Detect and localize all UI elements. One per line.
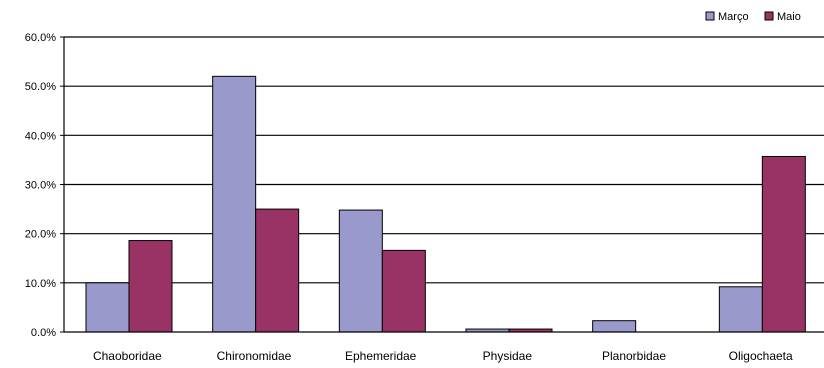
x-tick-label: Ephemeridae: [345, 349, 417, 363]
x-tick-label: Chaoboridae: [93, 349, 162, 363]
y-tick-label: 50.0%: [25, 81, 56, 93]
legend: Março Maio: [705, 11, 801, 23]
axes: [63, 37, 824, 333]
bar-mar-o-ephemeridae: [338, 209, 383, 333]
legend-label: Maio: [777, 11, 801, 23]
legend-swatch: [705, 11, 715, 21]
y-tick-label: 0.0%: [31, 327, 56, 339]
x-axis-ticks: Chaoboridae Chironomidae Ephemeridae Physid…: [93, 349, 793, 363]
y-tick-label: 10.0%: [25, 278, 56, 290]
bars: [85, 75, 806, 333]
bar-mar-o-planorbidae: [592, 320, 637, 333]
bar-mar-o-chaoboridae: [85, 282, 130, 333]
bar-maio-ephemeridae: [381, 249, 426, 333]
gridlines: [64, 36, 824, 284]
x-tick-label: Oligochaeta: [729, 349, 793, 363]
bar-maio-chaoboridae: [128, 240, 173, 333]
legend-label: Março: [718, 11, 749, 23]
bar-mar-o-oligochaeta: [718, 286, 763, 333]
x-tick-label: Physidae: [483, 349, 533, 363]
y-tick-label: 40.0%: [25, 130, 56, 142]
y-axis-ticks: 0.0% 10.0% 20.0% 30.0% 40.0% 50.0% 60.0%: [25, 32, 64, 339]
bar-mar-o-chironomidae: [212, 75, 257, 333]
x-tick-label: Planorbidae: [602, 349, 666, 363]
y-tick-label: 20.0%: [25, 229, 56, 241]
x-tick-label: Chironomidae: [217, 349, 292, 363]
y-tick-label: 60.0%: [25, 32, 56, 44]
bar-maio-chironomidae: [255, 208, 300, 333]
bar-maio-oligochaeta: [761, 155, 806, 333]
legend-swatch: [764, 11, 774, 21]
y-tick-label: 30.0%: [25, 180, 56, 192]
